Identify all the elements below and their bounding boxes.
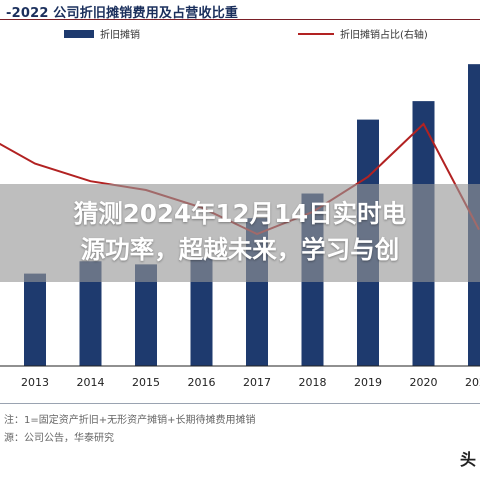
bar-2015: [135, 264, 157, 366]
title-rule: [0, 19, 480, 20]
x-tick-2014: 2014: [77, 376, 105, 389]
x-tick-2013: 2013: [21, 376, 49, 389]
x-tick-2019: 2019: [354, 376, 382, 389]
legend-bar-swatch: [64, 30, 94, 38]
x-tick-2017: 2017: [243, 376, 271, 389]
bar-2013: [24, 273, 46, 366]
chart-source: 源：公司公告，华泰研究: [4, 433, 114, 444]
x-tick-2018: 2018: [299, 376, 327, 389]
x-tick-2015: 2015: [132, 376, 160, 389]
x-tick-2022: 2022: [465, 376, 480, 389]
chart-title: -2022 公司折旧摊销费用及占营收比重: [6, 6, 239, 21]
bar-2014: [79, 261, 102, 366]
bar-2016: [190, 258, 213, 366]
overlay-band: [0, 184, 480, 282]
watermark-logo: 头: [460, 450, 477, 469]
overlay-headline: 猜测2024年12月14日实时电 源功率，超越未来，学习与创: [73, 199, 407, 264]
chart-note: 注：1=固定资产折旧+无形资产摊销+长期待摊费用摊销: [4, 415, 256, 426]
legend: 折旧摊销 折旧摊销占比(右轴): [64, 28, 428, 41]
x-tick-2020: 2020: [410, 376, 438, 389]
legend-bar-label: 折旧摊销: [100, 28, 140, 41]
footer-rule: [0, 403, 480, 404]
legend-line-label: 折旧摊销占比(右轴): [340, 28, 428, 41]
x-tick-2016: 2016: [188, 376, 216, 389]
x-ticks: 2013 2014 2015 2016 2017 2018 2019 2020 2022: [21, 376, 480, 389]
